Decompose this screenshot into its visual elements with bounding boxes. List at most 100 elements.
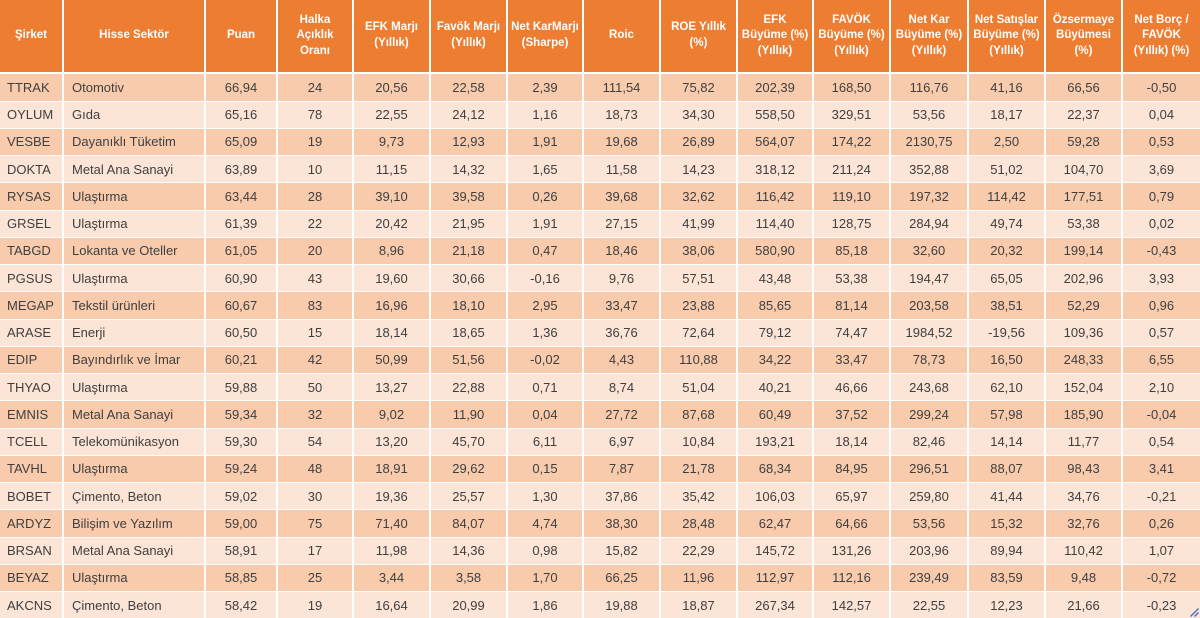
value-cell[interactable]: 58,91 <box>205 537 278 565</box>
value-cell[interactable]: 81,14 <box>813 291 891 320</box>
value-cell[interactable]: 203,58 <box>890 291 969 320</box>
value-cell[interactable]: 106,03 <box>737 482 814 511</box>
value-cell[interactable]: 34,76 <box>1045 482 1123 511</box>
value-cell[interactable]: 71,40 <box>353 509 431 538</box>
value-cell[interactable]: 1984,52 <box>890 319 969 347</box>
value-cell[interactable]: 10,84 <box>660 428 738 456</box>
value-cell[interactable]: 0,79 <box>1122 182 1200 211</box>
value-cell[interactable]: 16,64 <box>353 591 431 618</box>
value-cell[interactable]: 16,96 <box>353 291 431 320</box>
sector-cell[interactable]: Tekstil ürünleri <box>63 291 206 320</box>
value-cell[interactable]: 19,68 <box>583 128 661 157</box>
value-cell[interactable]: 58,85 <box>205 564 278 593</box>
value-cell[interactable]: 13,27 <box>353 373 431 402</box>
value-cell[interactable]: 3,41 <box>1122 455 1200 484</box>
value-cell[interactable]: 38,06 <box>660 237 738 266</box>
value-cell[interactable]: 116,76 <box>890 73 969 102</box>
value-cell[interactable]: 10 <box>277 155 354 184</box>
value-cell[interactable]: 85,65 <box>737 291 814 320</box>
sector-cell[interactable]: Ulaştırma <box>63 264 206 293</box>
sector-cell[interactable]: Ulaştırma <box>63 210 206 238</box>
value-cell[interactable]: 11,15 <box>353 155 431 184</box>
value-cell[interactable]: 18,46 <box>583 237 661 266</box>
value-cell[interactable]: 32 <box>277 400 354 429</box>
value-cell[interactable]: 194,47 <box>890 264 969 293</box>
value-cell[interactable]: 152,04 <box>1045 373 1123 402</box>
value-cell[interactable]: 32,76 <box>1045 509 1123 538</box>
value-cell[interactable]: 83,59 <box>968 564 1046 593</box>
value-cell[interactable]: 142,57 <box>813 591 891 618</box>
value-cell[interactable]: 65,09 <box>205 128 278 157</box>
value-cell[interactable]: 66,56 <box>1045 73 1123 102</box>
ticker-cell[interactable]: BRSAN <box>0 537 64 565</box>
value-cell[interactable]: 83 <box>277 291 354 320</box>
value-cell[interactable]: 61,39 <box>205 210 278 238</box>
value-cell[interactable]: 40,21 <box>737 373 814 402</box>
ticker-cell[interactable]: THYAO <box>0 373 64 402</box>
value-cell[interactable]: 88,07 <box>968 455 1046 484</box>
value-cell[interactable]: 9,02 <box>353 400 431 429</box>
value-cell[interactable]: -0,23 <box>1122 591 1200 618</box>
value-cell[interactable]: 63,89 <box>205 155 278 184</box>
ticker-cell[interactable]: PGSUS <box>0 264 64 293</box>
value-cell[interactable]: 3,93 <box>1122 264 1200 293</box>
value-cell[interactable]: 6,55 <box>1122 346 1200 375</box>
value-cell[interactable]: 51,02 <box>968 155 1046 184</box>
value-cell[interactable]: 329,51 <box>813 101 891 129</box>
ticker-cell[interactable]: OYLUM <box>0 101 64 129</box>
value-cell[interactable]: 48 <box>277 455 354 484</box>
value-cell[interactable]: 21,78 <box>660 455 738 484</box>
value-cell[interactable]: 0,98 <box>507 537 584 565</box>
value-cell[interactable]: 18,73 <box>583 101 661 129</box>
value-cell[interactable]: 30,66 <box>430 264 508 293</box>
value-cell[interactable]: 59,24 <box>205 455 278 484</box>
value-cell[interactable]: 22 <box>277 210 354 238</box>
value-cell[interactable]: 24 <box>277 73 354 102</box>
value-cell[interactable]: 85,18 <box>813 237 891 266</box>
value-cell[interactable]: 75,82 <box>660 73 738 102</box>
value-cell[interactable]: 2,10 <box>1122 373 1200 402</box>
value-cell[interactable]: 0,96 <box>1122 291 1200 320</box>
value-cell[interactable]: 60,50 <box>205 319 278 347</box>
value-cell[interactable]: 18,14 <box>353 319 431 347</box>
value-cell[interactable]: 119,10 <box>813 182 891 211</box>
value-cell[interactable]: 41,16 <box>968 73 1046 102</box>
value-cell[interactable]: 38,30 <box>583 509 661 538</box>
value-cell[interactable]: 60,67 <box>205 291 278 320</box>
value-cell[interactable]: 25 <box>277 564 354 593</box>
value-cell[interactable]: 2,39 <box>507 73 584 102</box>
value-cell[interactable]: 19,60 <box>353 264 431 293</box>
ticker-cell[interactable]: DOKTA <box>0 155 64 184</box>
sector-cell[interactable]: Telekomünikasyon <box>63 428 206 456</box>
value-cell[interactable]: 19 <box>277 128 354 157</box>
value-cell[interactable]: 63,44 <box>205 182 278 211</box>
value-cell[interactable]: 41,44 <box>968 482 1046 511</box>
value-cell[interactable]: 36,76 <box>583 319 661 347</box>
value-cell[interactable]: 29,62 <box>430 455 508 484</box>
column-header-ozsermaye-buyumesi[interactable]: Özsermaye Büyümesi (%) <box>1045 0 1123 74</box>
value-cell[interactable]: 104,70 <box>1045 155 1123 184</box>
ticker-cell[interactable]: BOBET <box>0 482 64 511</box>
column-header-hisse-sektor[interactable]: Hisse Sektör <box>63 0 206 74</box>
value-cell[interactable]: 59,02 <box>205 482 278 511</box>
value-cell[interactable]: 24,12 <box>430 101 508 129</box>
value-cell[interactable]: 53,38 <box>813 264 891 293</box>
ticker-cell[interactable]: MEGAP <box>0 291 64 320</box>
value-cell[interactable]: 60,21 <box>205 346 278 375</box>
value-cell[interactable]: 14,36 <box>430 537 508 565</box>
column-header-net-karmarji[interactable]: Net KarMarjı (Sharpe) <box>507 0 584 74</box>
value-cell[interactable]: 1,70 <box>507 564 584 593</box>
column-header-efk-marji[interactable]: EFK Marjı (Yıllık) <box>353 0 431 74</box>
sector-cell[interactable]: Metal Ana Sanayi <box>63 400 206 429</box>
value-cell[interactable]: 64,66 <box>813 509 891 538</box>
value-cell[interactable]: 52,29 <box>1045 291 1123 320</box>
value-cell[interactable]: 564,07 <box>737 128 814 157</box>
value-cell[interactable]: 22,55 <box>353 101 431 129</box>
ticker-cell[interactable]: TTRAK <box>0 73 64 102</box>
value-cell[interactable]: 65,97 <box>813 482 891 511</box>
value-cell[interactable]: 1,91 <box>507 210 584 238</box>
ticker-cell[interactable]: GRSEL <box>0 210 64 238</box>
value-cell[interactable]: 239,49 <box>890 564 969 593</box>
value-cell[interactable]: 51,56 <box>430 346 508 375</box>
value-cell[interactable]: 0,26 <box>507 182 584 211</box>
